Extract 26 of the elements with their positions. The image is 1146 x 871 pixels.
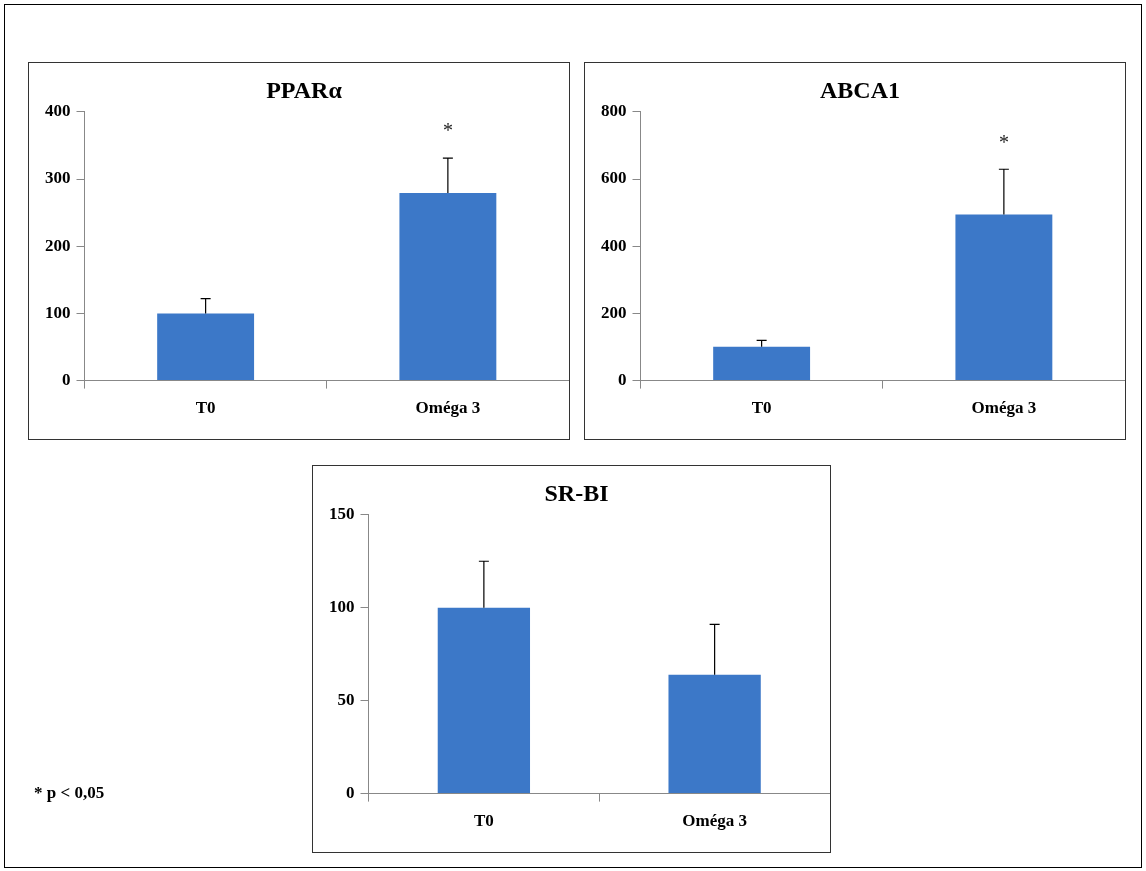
annotation: * [998,130,1009,153]
chart-title: SR-BI [544,479,609,506]
y-tick-label: 100 [329,597,355,617]
text: * p < 0,05 [34,783,105,803]
y-tick-label: 200 [601,302,627,322]
y-tick-label: 0 [618,369,627,389]
y-tick-label: 400 [45,101,71,121]
x-tick-label: Oméga 3 [971,398,1037,418]
chart-title: PPARα [266,76,343,103]
y-tick-label: 300 [45,168,71,188]
y-tick-label: 0 [62,369,71,389]
y-tick-label: 100 [45,302,71,322]
y-tick-label: 400 [601,235,627,255]
y-tick-label: 50 [337,690,355,710]
x-tick-label: Oméga 3 [682,811,747,831]
y-tick-label: 150 [329,504,355,524]
x-tick-label: Oméga 3 [415,398,481,418]
x-tick-label: T0 [195,398,216,418]
chart-title: ABCA1 [819,76,901,103]
y-tick-label: 600 [601,168,627,188]
y-tick-label: 0 [346,782,355,802]
x-tick-label: T0 [473,811,494,831]
y-tick-label: 200 [45,235,71,255]
annotation: * [442,119,453,142]
y-tick-label: 800 [601,101,627,121]
x-tick-label: T0 [751,398,772,418]
